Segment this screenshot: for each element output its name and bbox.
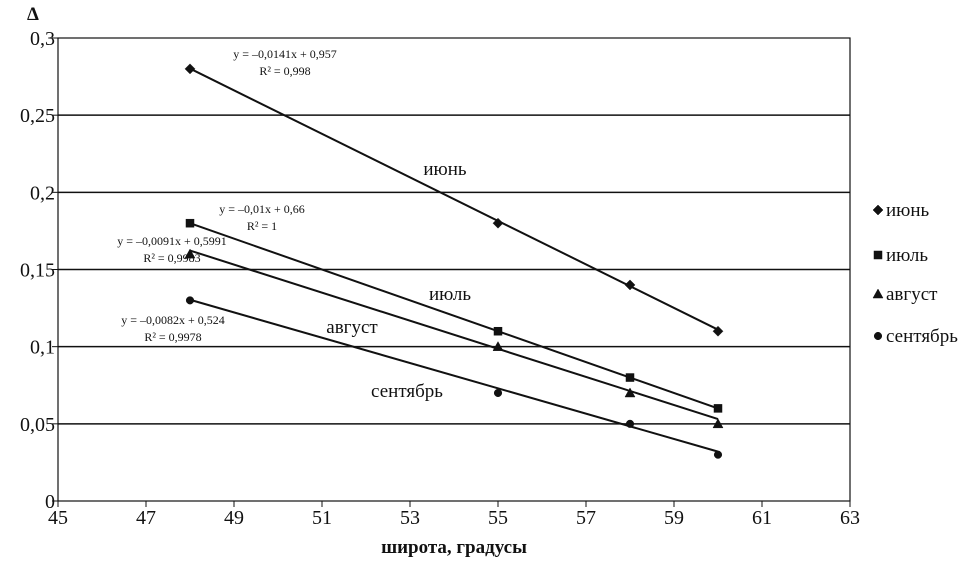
y-tick-label: 0,05 [20, 414, 55, 436]
x-tick-label: 45 [48, 507, 68, 529]
series-4-point [185, 296, 195, 305]
series-4-trendline [189, 298, 719, 453]
series-3-label: август [326, 317, 378, 338]
series-4-equation: y = –0,0082x + 0,524 [121, 313, 225, 327]
trendlines [189, 67, 719, 453]
legend-series-1-label: июнь [886, 200, 930, 221]
series-1-point [624, 279, 636, 291]
series-4-r2: R² = 0,9978 [144, 330, 201, 344]
series-1-point [184, 63, 196, 75]
legend-series-3-label: август [886, 284, 938, 305]
series-1-point [492, 217, 504, 229]
series-4-label: сентябрь [371, 381, 443, 402]
series-2-point [493, 326, 503, 336]
y-tick-label: 0,2 [30, 182, 55, 204]
x-tick-label: 61 [752, 507, 772, 529]
legend-series-4-marker [873, 331, 883, 341]
legend-series-1-marker [872, 204, 884, 216]
series-3-equation: y = –0,0091x + 0,5991 [117, 234, 227, 248]
legend-series-2-marker [873, 250, 883, 260]
legend-series-4-label: сентябрь [886, 326, 958, 347]
axes: 0 0,05 0,1 0,15 0,2 0,25 0,3 45 47 49 51 53 55 57 59 61… [20, 28, 860, 529]
x-tick-label: 63 [840, 507, 860, 529]
x-tick-label: 55 [488, 507, 508, 529]
y-tick-label: 0,1 [30, 337, 55, 359]
series-2-point [625, 373, 635, 382]
series-3-point [624, 387, 636, 398]
y-tick-label: 0,15 [20, 260, 55, 282]
x-tick-label: 53 [400, 507, 420, 529]
x-axis-title: широта, градусы [381, 537, 527, 558]
x-tick-label: 59 [664, 507, 684, 529]
x-tick-label: 51 [312, 507, 332, 529]
series-2-r2: R² = 1 [247, 219, 277, 233]
annotations: y = –0,0141x + 0,957 R² = 0,998 июнь y = –0… [117, 47, 471, 402]
x-tick-label: 47 [136, 507, 156, 529]
series-1-equation: y = –0,0141x + 0,957 [233, 47, 337, 61]
series-1-label: июнь [423, 159, 467, 180]
legend: июнь июль август сентябрь [872, 200, 958, 347]
series-1-r2: R² = 0,998 [259, 64, 310, 78]
y-tick-label: 0,25 [20, 105, 55, 127]
x-tick-label: 57 [576, 507, 596, 529]
series-4-point [713, 450, 723, 459]
series-3-r2: R² = 0,9983 [143, 251, 200, 265]
series-2-point [185, 218, 195, 228]
series-4-point [493, 388, 503, 398]
series-2-equation: y = –0,01x + 0,66 [219, 202, 305, 216]
series-3-point [492, 341, 504, 351]
series-3-point [712, 418, 724, 429]
series-4-point [625, 419, 635, 428]
series-3-trendline [189, 249, 719, 421]
legend-series-2-label: июль [886, 245, 928, 266]
series-1-point [712, 325, 724, 337]
y-axis-title: Δ [27, 4, 39, 25]
series-2-label: июль [429, 284, 471, 305]
y-tick-label: 0,3 [30, 28, 55, 50]
legend-series-3-marker [872, 288, 884, 299]
series-3-point [184, 248, 196, 259]
data-markers [184, 63, 724, 459]
series-2-trendline [189, 222, 719, 410]
series-2-point [713, 404, 723, 413]
y-tick-label: 0 [45, 491, 55, 513]
x-tick-label: 49 [224, 507, 244, 529]
